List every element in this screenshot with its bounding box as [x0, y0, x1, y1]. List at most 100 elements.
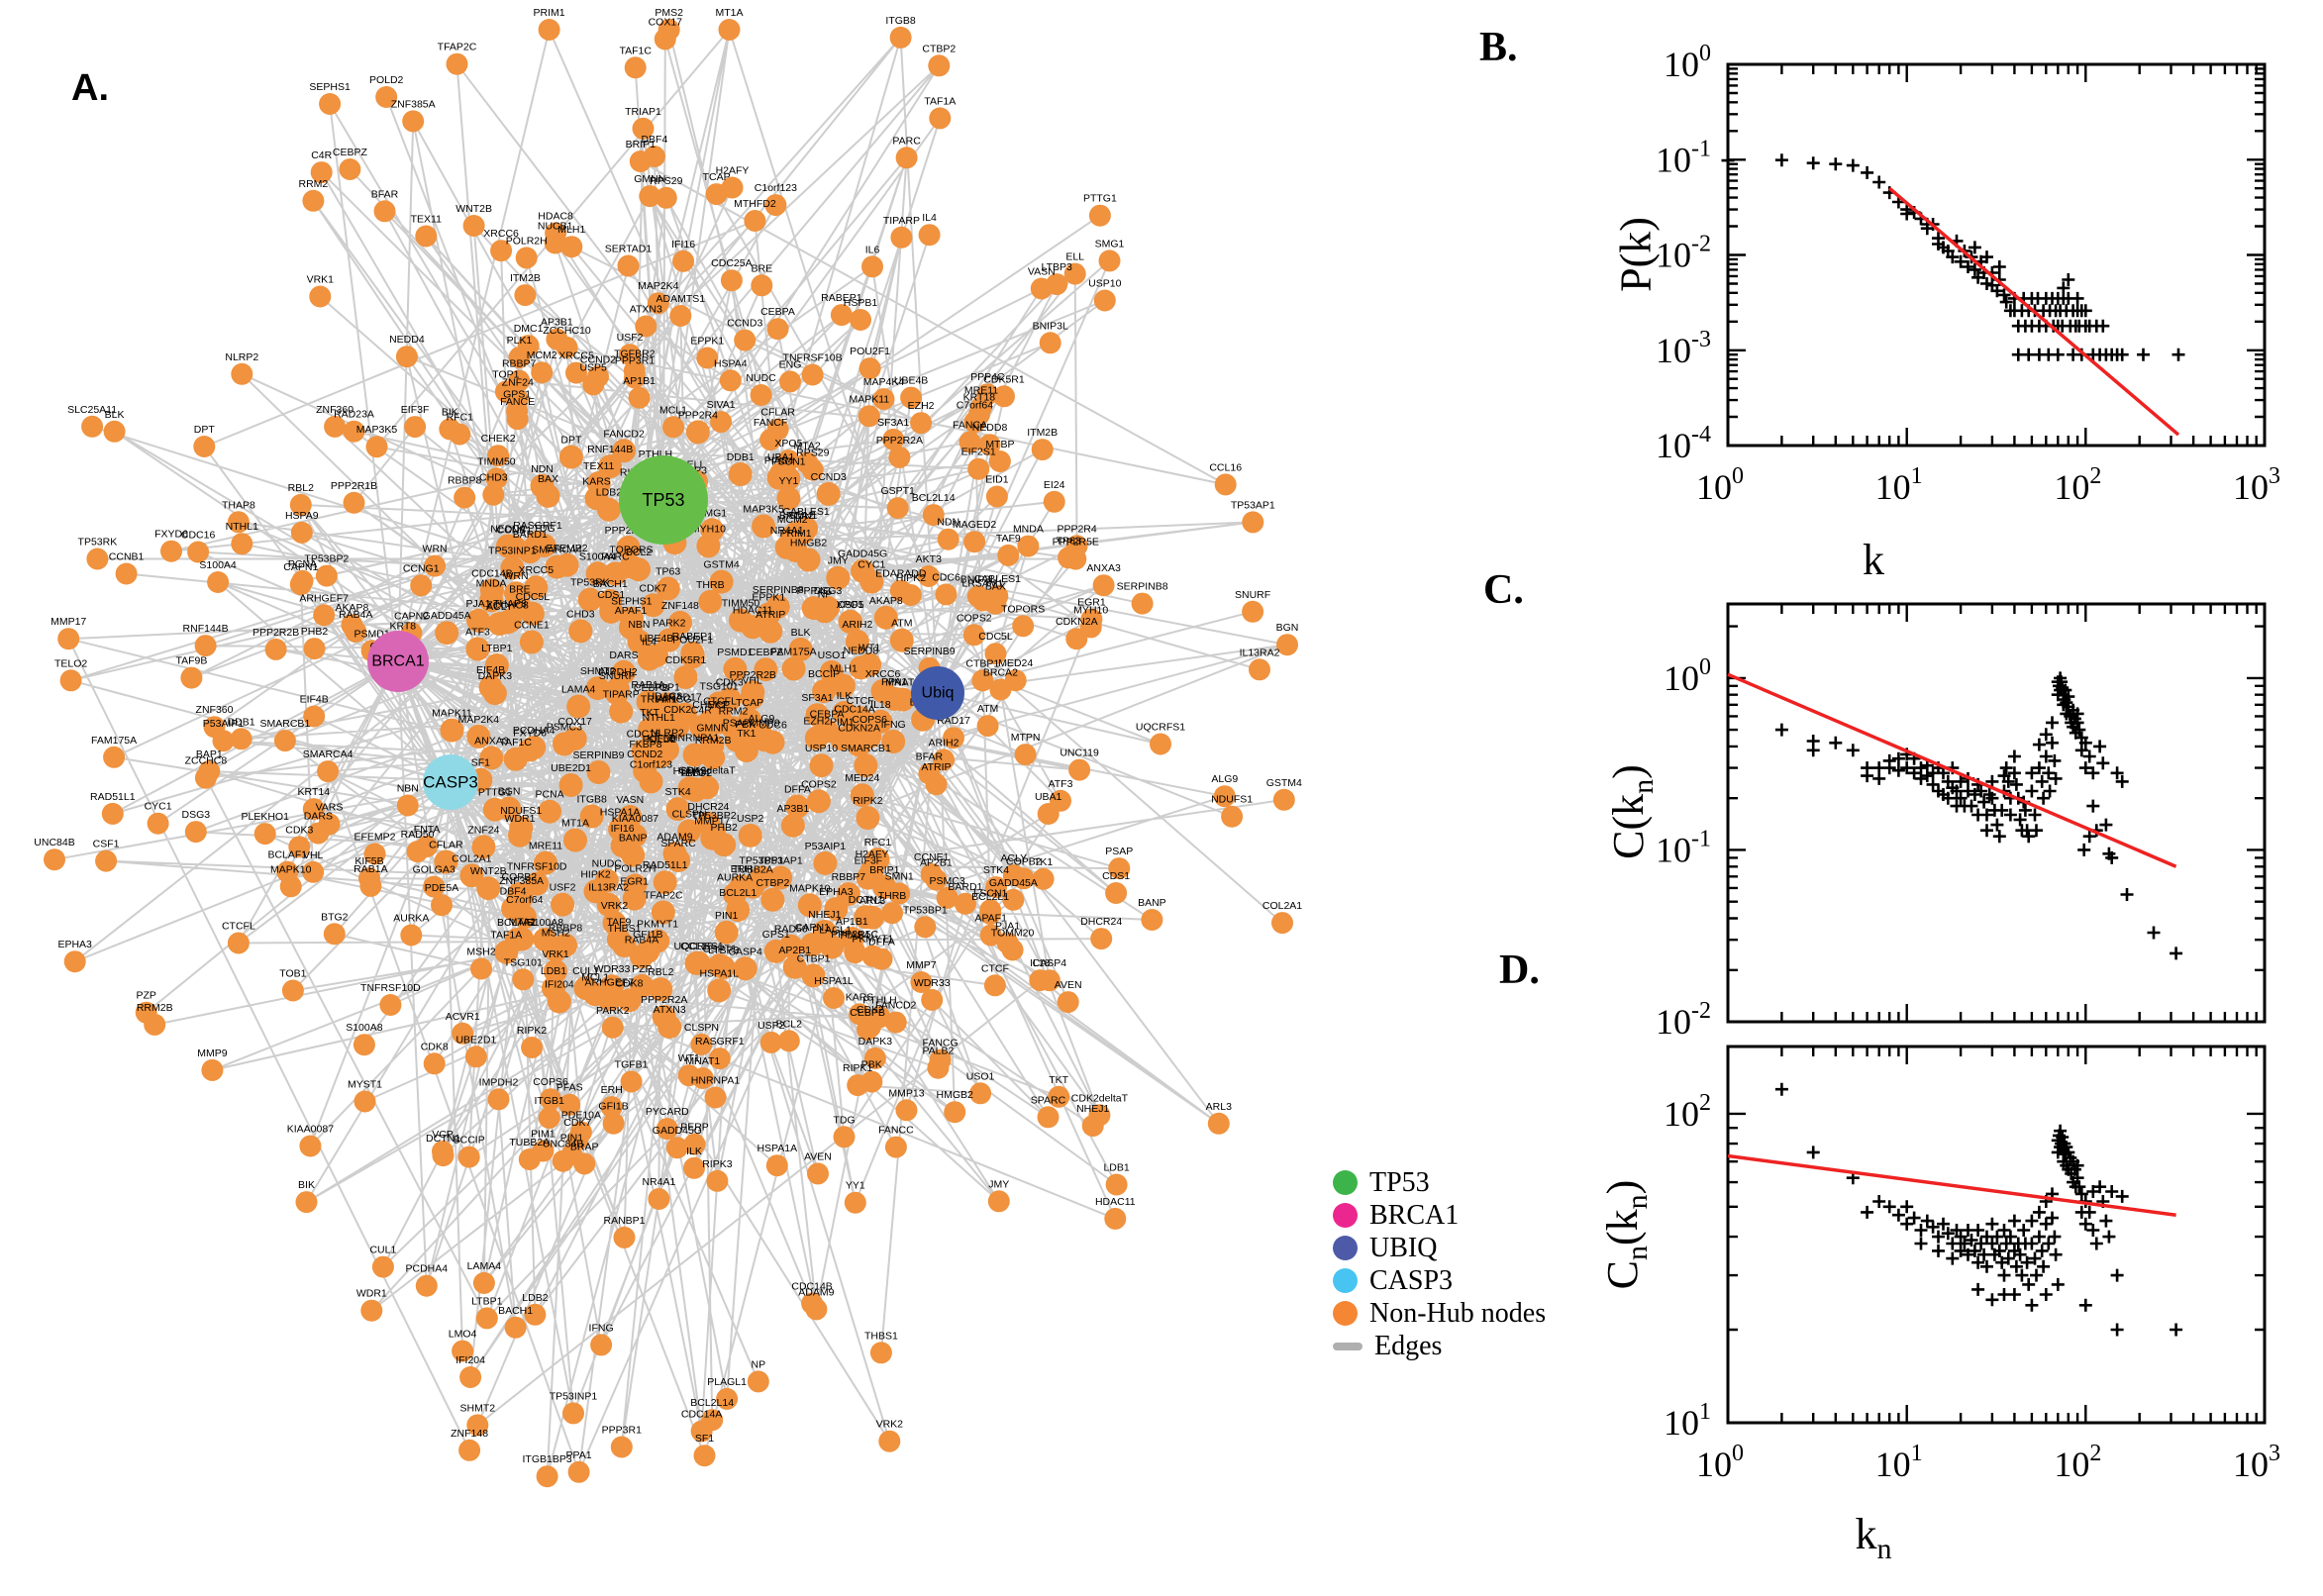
gene-node	[665, 714, 690, 739]
gene-node	[1207, 1112, 1230, 1135]
gene-node	[57, 628, 80, 650]
gene-node-label: PLAGL1	[707, 1376, 747, 1388]
gene-node-label: POLD2	[369, 74, 404, 86]
gene-node-label: CDC14A	[834, 704, 874, 716]
gene-node-label: MLH1	[557, 224, 585, 236]
gene-node-label: PPP3R1	[615, 354, 655, 366]
gene-node	[662, 416, 684, 439]
gene-node-label: HSPA9	[673, 765, 707, 777]
gene-node	[502, 535, 527, 559]
gene-node-label: BAP1	[196, 748, 223, 760]
gene-node-label: TKT	[640, 707, 659, 719]
gene-node	[623, 359, 646, 382]
x-tick-label-B: 100	[1696, 463, 1744, 507]
gene-node	[653, 870, 677, 895]
gene-node	[738, 823, 762, 848]
gene-node	[568, 619, 593, 644]
gene-node	[701, 1409, 724, 1432]
gene-node-label: CDK5R1	[983, 373, 1025, 385]
gene-node-label: EPHA3	[57, 939, 92, 950]
gene-node	[777, 449, 800, 472]
gene-node	[734, 329, 757, 351]
gene-node-label: PBK	[861, 1059, 882, 1071]
gene-node	[431, 894, 453, 917]
gene-node-label: GADD45G	[838, 549, 887, 560]
legend-item-brca1: BRCA1	[1333, 1199, 1546, 1232]
gene-node-label: PSMC3	[930, 875, 965, 887]
gene-node	[1046, 273, 1068, 296]
gene-node	[669, 305, 692, 327]
gene-node	[194, 635, 217, 657]
gene-node-label: ATM	[977, 703, 998, 715]
gene-node-label: NHEJ1	[808, 909, 841, 921]
gene-node-label: BANP	[1138, 897, 1166, 909]
gene-node-label: RPS29	[796, 448, 829, 459]
gene-node-label: PPP2R5E	[1053, 537, 1099, 549]
gene-node	[900, 386, 923, 409]
gene-node-label: TFAP2C	[644, 890, 683, 902]
gene-node-label: DAPK3	[478, 670, 513, 682]
gene-node	[707, 978, 732, 1003]
gene-node	[886, 497, 909, 520]
gene-node-label: PPA1	[881, 676, 907, 688]
gene-node	[587, 365, 609, 388]
gene-node-label: XPO5	[836, 599, 863, 611]
hub-label-tp53: TP53	[642, 490, 684, 510]
gene-node-label: SF1	[471, 757, 490, 769]
gene-node	[654, 28, 676, 50]
gene-node-label: S100A4	[199, 559, 237, 571]
gene-node-label: FAM175A	[771, 647, 817, 658]
casp3-hub-swatch-icon	[1333, 1268, 1358, 1293]
gene-node	[847, 733, 871, 757]
gene-node-label: FSCN1	[973, 887, 1008, 899]
gene-node	[512, 968, 535, 991]
plot-panel-B: 100 101 102 103 100 10-1 10-2 10-3 10-4	[1656, 41, 2280, 507]
gene-node-label: WDR1	[356, 1288, 387, 1300]
gene-node	[353, 1034, 375, 1056]
gene-node-label: ZNF148	[661, 600, 699, 612]
gene-node-label: HMGB2	[790, 538, 828, 549]
gene-node	[1012, 867, 1035, 890]
legend-item-ubiq: UBIQ	[1333, 1232, 1546, 1264]
gene-node	[1065, 535, 1088, 557]
gene-node-label: CDC14A	[681, 1409, 722, 1421]
gene-node-label: HSPA1A	[757, 1143, 797, 1154]
axis-ticks-B	[1726, 62, 2267, 448]
gene-node	[1012, 615, 1035, 638]
gene-node	[971, 669, 994, 692]
gene-node-label: KIF5B	[354, 855, 383, 867]
gene-node	[354, 1090, 376, 1113]
y-tick-label-B: 10-1	[1656, 136, 1711, 179]
gene-node	[788, 637, 813, 661]
gene-node-label: MMP13	[888, 1087, 924, 1099]
gene-node-label: PARK2	[596, 1005, 630, 1017]
gene-node-label: BCL2L14	[690, 1397, 734, 1409]
gene-node-label: BRCA2	[983, 667, 1018, 679]
gene-node	[504, 1316, 527, 1339]
gene-node	[672, 249, 695, 272]
legend-label-nonhub: Non-Hub nodes	[1369, 1297, 1547, 1329]
gene-node-label: IL4	[922, 212, 937, 224]
gene-node-label: BFAR	[371, 188, 399, 200]
gene-node	[716, 1387, 739, 1410]
gene-node-label: ATXN3	[654, 1004, 686, 1016]
gene-node-label: BLK	[791, 627, 811, 639]
gene-node-label: MAPK10	[270, 863, 312, 875]
gene-node-label: CFLAR	[760, 407, 795, 419]
gene-node-label: TP53INP1	[488, 546, 537, 557]
gene-node-label: CDK3	[285, 824, 313, 836]
gene-node-label: CLSPN	[684, 1022, 719, 1034]
gene-node	[544, 959, 567, 983]
gene-node	[532, 534, 556, 558]
gene-node-label: NTHL1	[643, 712, 675, 724]
gene-node	[475, 1307, 498, 1330]
gene-node-label: CEBPB	[850, 1007, 885, 1019]
gene-node-label: HDAC11	[1095, 1196, 1136, 1208]
gene-node-label: CDC5L	[978, 631, 1013, 643]
gene-node-label: RPS29	[650, 175, 682, 187]
gene-node	[612, 439, 637, 463]
gene-node-label: EPPK1	[752, 591, 785, 603]
y-tick-label-D: 101	[1664, 1399, 1711, 1443]
gene-node	[914, 916, 937, 939]
gene-node	[410, 574, 433, 597]
